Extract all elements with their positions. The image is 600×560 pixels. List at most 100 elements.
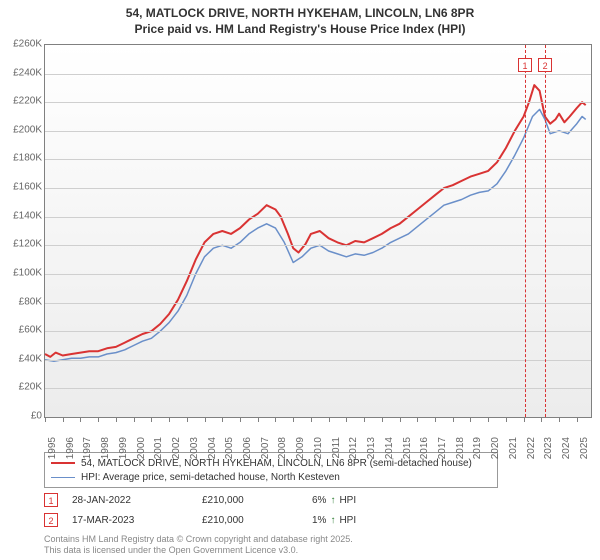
x-axis-label: 2014 [384, 437, 395, 467]
x-axis-label: 1998 [100, 437, 111, 467]
x-axis-label: 2001 [153, 437, 164, 467]
x-tick [382, 418, 383, 422]
marker-box: 2 [538, 58, 552, 72]
title-line1: 54, MATLOCK DRIVE, NORTH HYKEHAM, LINCOL… [0, 6, 600, 22]
row-price: £210,000 [202, 515, 312, 526]
y-axis-label: £160K [0, 182, 42, 193]
legend-swatch [51, 477, 75, 478]
x-axis-label: 2025 [579, 437, 590, 467]
x-tick [151, 418, 152, 422]
x-tick [541, 418, 542, 422]
x-axis-label: 2009 [295, 437, 306, 467]
x-tick [470, 418, 471, 422]
gridline [45, 303, 591, 304]
x-axis-label: 2020 [490, 437, 501, 467]
y-axis-label: £140K [0, 210, 42, 221]
x-axis-label: 2023 [543, 437, 554, 467]
gridline [45, 217, 591, 218]
transaction-rows: 1 28-JAN-2022£210,0006%↑HPI 2 17-MAR-2023£2… [44, 490, 592, 530]
marker-line [545, 45, 546, 417]
x-axis-label: 1997 [82, 437, 93, 467]
title-line2: Price paid vs. HM Land Registry's House … [0, 22, 600, 38]
y-axis-label: £0 [0, 411, 42, 422]
marker-box: 1 [518, 58, 532, 72]
x-tick [258, 418, 259, 422]
row-pct: 6%↑HPI [312, 495, 392, 506]
x-axis-label: 1995 [47, 437, 58, 467]
gridline [45, 331, 591, 332]
legend-label: HPI: Average price, semi-detached house,… [81, 472, 340, 483]
marker-line [525, 45, 526, 417]
x-tick [187, 418, 188, 422]
x-axis-label: 1999 [118, 437, 129, 467]
x-tick [559, 418, 560, 422]
gridline [45, 388, 591, 389]
x-axis-label: 2006 [242, 437, 253, 467]
x-axis-label: 2016 [419, 437, 430, 467]
row-pct: 1%↑HPI [312, 515, 392, 526]
row-price: £210,000 [202, 495, 312, 506]
arrow-up-icon: ↑ [330, 495, 335, 506]
x-tick [311, 418, 312, 422]
row-marker: 2 [44, 513, 58, 527]
x-axis-label: 2002 [171, 437, 182, 467]
row-date: 28-JAN-2022 [72, 495, 202, 506]
gridline [45, 274, 591, 275]
y-axis-label: £20K [0, 382, 42, 393]
x-tick [417, 418, 418, 422]
y-axis-label: £240K [0, 67, 42, 78]
y-axis-label: £180K [0, 153, 42, 164]
x-tick [275, 418, 276, 422]
x-axis-label: 2010 [313, 437, 324, 467]
x-axis-label: 2022 [526, 437, 537, 467]
x-axis-label: 2000 [136, 437, 147, 467]
x-axis-label: 2021 [508, 437, 519, 467]
x-axis-label: 2012 [348, 437, 359, 467]
x-tick [63, 418, 64, 422]
x-tick [240, 418, 241, 422]
row-date: 17-MAR-2023 [72, 515, 202, 526]
y-axis-label: £80K [0, 296, 42, 307]
x-tick [293, 418, 294, 422]
attribution-line2: This data is licensed under the Open Gov… [44, 545, 353, 556]
y-axis-label: £60K [0, 325, 42, 336]
y-axis-label: £200K [0, 124, 42, 135]
x-tick [222, 418, 223, 422]
x-tick [488, 418, 489, 422]
row-marker: 1 [44, 493, 58, 507]
x-axis-label: 2004 [207, 437, 218, 467]
x-axis-label: 2019 [472, 437, 483, 467]
x-axis-label: 2005 [224, 437, 235, 467]
x-axis-label: 2011 [331, 437, 342, 467]
transaction-row: 2 17-MAR-2023£210,0001%↑HPI [44, 510, 592, 530]
transaction-row: 1 28-JAN-2022£210,0006%↑HPI [44, 490, 592, 510]
x-tick [134, 418, 135, 422]
chart-title: 54, MATLOCK DRIVE, NORTH HYKEHAM, LINCOL… [0, 0, 600, 37]
gridline [45, 102, 591, 103]
gridline [45, 245, 591, 246]
legend-row: HPI: Average price, semi-detached house,… [51, 470, 491, 484]
x-axis-label: 2013 [366, 437, 377, 467]
gridline [45, 131, 591, 132]
attribution-line1: Contains HM Land Registry data © Crown c… [44, 534, 353, 545]
gridline [45, 74, 591, 75]
x-tick [205, 418, 206, 422]
x-tick [400, 418, 401, 422]
x-tick [98, 418, 99, 422]
attribution: Contains HM Land Registry data © Crown c… [44, 534, 353, 556]
x-tick [116, 418, 117, 422]
x-tick [453, 418, 454, 422]
series-price_paid [45, 85, 586, 357]
chart-area: 12 [44, 44, 592, 418]
x-tick [169, 418, 170, 422]
x-tick [45, 418, 46, 422]
arrow-up-icon: ↑ [330, 515, 335, 526]
x-axis-label: 2007 [260, 437, 271, 467]
x-tick [80, 418, 81, 422]
x-tick [364, 418, 365, 422]
chart-lines [45, 45, 591, 417]
series-hpi [45, 109, 586, 361]
x-axis-label: 1996 [65, 437, 76, 467]
y-axis-label: £100K [0, 267, 42, 278]
gridline [45, 159, 591, 160]
